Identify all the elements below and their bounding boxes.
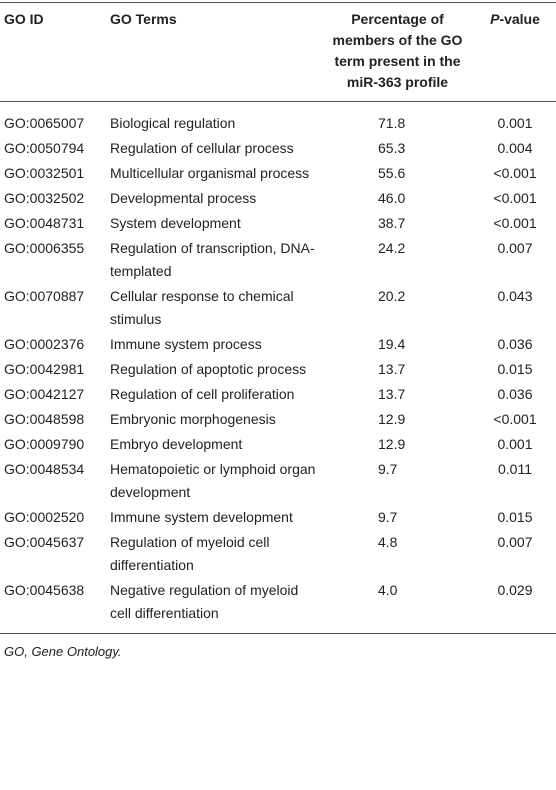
go-id: GO:0002520 (4, 509, 85, 525)
percentage: 20.2 (378, 288, 406, 304)
p-value: 0.015 (497, 509, 533, 525)
go-id: GO:0042127 (4, 386, 85, 402)
go-term: Embryo development (110, 436, 243, 452)
p-value: 0.001 (497, 115, 533, 131)
percentage: 24.2 (378, 240, 406, 256)
go-id: GO:0006355 (4, 240, 85, 256)
go-id: GO:0048598 (4, 411, 85, 427)
p-value: 0.001 (497, 436, 533, 452)
percentage: 46.0 (378, 190, 406, 206)
percentage: 9.7 (378, 509, 398, 525)
p-value: <0.001 (493, 165, 537, 181)
p-value: 0.007 (497, 534, 533, 550)
column-header: P-value (490, 11, 540, 27)
p-value: 0.043 (497, 288, 533, 304)
go-id: GO:0002376 (4, 336, 85, 352)
table-row: GO:0050794 Regulation of cellular process… (0, 136, 556, 161)
go-term: Hematopoietic or lymphoid organ developm… (110, 461, 316, 500)
table-row: GO:0045637 Regulation of myeloid cell dif… (0, 530, 556, 578)
p-value: <0.001 (493, 411, 537, 427)
table-row: GO:0002376 Immune system process 19.4 0.036 (0, 332, 556, 357)
p-value: 0.015 (497, 361, 533, 377)
percentage: 65.3 (378, 140, 406, 156)
table-row: GO:0065007 Biological regulation 71.8 0.001 (0, 102, 556, 137)
table-body: GO:0065007 Biological regulation 71.8 0.001… (0, 102, 556, 634)
table-row: GO:0006355 Regulation of transcription, D… (0, 236, 556, 284)
table-row: GO:0048534 Hematopoietic or lymphoid orga… (0, 457, 556, 505)
percentage: 13.7 (378, 361, 406, 377)
footnote: GO, Gene Ontology. (4, 644, 122, 659)
go-term: Negative regulation of myeloid cell diff… (110, 582, 299, 621)
go-id: GO:0048534 (4, 461, 85, 477)
go-term: Regulation of apoptotic process (110, 361, 307, 377)
p-value: 0.011 (498, 461, 532, 477)
go-id: GO:0032502 (4, 190, 85, 206)
column-header: GO Terms (110, 11, 177, 27)
go-term: Immune system process (110, 336, 262, 352)
go-term: Regulation of myeloid cell differentiati… (110, 534, 270, 573)
percentage: 13.7 (378, 386, 406, 402)
go-id: GO:0032501 (4, 165, 85, 181)
p-value: 0.029 (497, 582, 533, 598)
p-value: 0.004 (497, 140, 533, 156)
table-row: GO:0070887 Cellular response to chemical … (0, 284, 556, 332)
go-id: GO:0042981 (4, 361, 85, 377)
table-row: GO:0042127 Regulation of cell proliferati… (0, 382, 556, 407)
go-term: Developmental process (110, 190, 257, 206)
table-row: GO:0048731 System development 38.7 <0.001 (0, 211, 556, 236)
header-row: GO ID GO Terms Percentage of members of th… (0, 3, 556, 102)
go-id: GO:0045638 (4, 582, 85, 598)
table-row: GO:0032501 Multicellular organismal proce… (0, 161, 556, 186)
go-term: Embryonic morphogenesis (110, 411, 276, 427)
go-table: GO ID GO Terms Percentage of members of th… (0, 2, 556, 634)
go-id: GO:0065007 (4, 115, 85, 131)
percentage: 55.6 (378, 165, 406, 181)
go-term: Multicellular organismal process (110, 165, 310, 181)
go-term: System development (110, 215, 241, 231)
p-value: <0.001 (493, 190, 537, 206)
p-value: <0.001 (493, 215, 537, 231)
table-row: GO:0002520 Immune system development 9.7 0.… (0, 505, 556, 530)
percentage: 9.7 (378, 461, 398, 477)
go-id: GO:0045637 (4, 534, 85, 550)
go-id: GO:0009790 (4, 436, 85, 452)
go-term: Regulation of cell proliferation (110, 386, 295, 402)
table-row: GO:0009790 Embryo development 12.9 0.001 (0, 432, 556, 457)
column-header: Percentage of members of the GO term pre… (332, 11, 463, 90)
table-row: GO:0032502 Developmental process 46.0 <0.00… (0, 186, 556, 211)
go-term: Biological regulation (110, 115, 236, 131)
percentage: 4.8 (378, 534, 398, 550)
go-id: GO:0050794 (4, 140, 85, 156)
percentage: 12.9 (378, 411, 406, 427)
percentage: 12.9 (378, 436, 406, 452)
percentage: 4.0 (378, 582, 398, 598)
go-term: Immune system development (110, 509, 293, 525)
percentage: 71.8 (378, 115, 406, 131)
percentage: 19.4 (378, 336, 406, 352)
go-term: Regulation of cellular process (110, 140, 294, 156)
table-header: GO ID GO Terms Percentage of members of th… (0, 2, 556, 102)
p-value: 0.036 (497, 386, 533, 402)
go-id: GO:0048731 (4, 215, 85, 231)
p-value: 0.007 (497, 240, 533, 256)
column-header: GO ID (4, 11, 44, 27)
percentage: 38.7 (378, 215, 406, 231)
table-row: GO:0042981 Regulation of apoptotic proces… (0, 357, 556, 382)
table-row: GO:0045638 Negative regulation of myeloid… (0, 578, 556, 634)
table-row: GO:0048598 Embryonic morphogenesis 12.9 <0.… (0, 407, 556, 432)
go-id: GO:0070887 (4, 288, 85, 304)
go-term: Regulation of transcription, DNA-templat… (110, 240, 315, 279)
go-term: Cellular response to chemical stimulus (110, 288, 294, 327)
p-value: 0.036 (497, 336, 533, 352)
